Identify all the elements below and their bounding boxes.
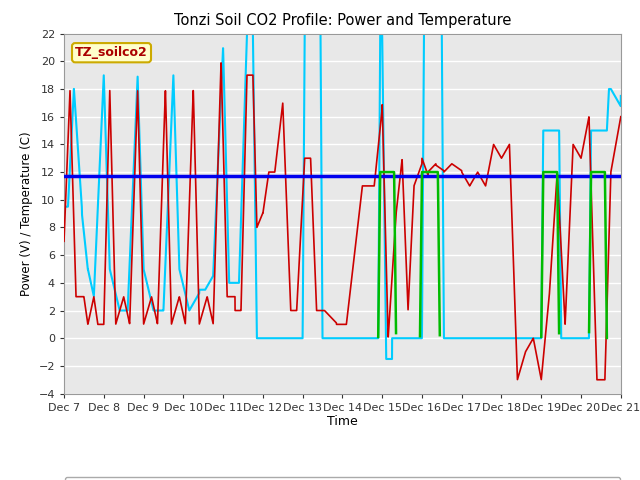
Text: TZ_soilco2: TZ_soilco2 [75,46,148,59]
Title: Tonzi Soil CO2 Profile: Power and Temperature: Tonzi Soil CO2 Profile: Power and Temper… [173,13,511,28]
Legend: CR23X Temperature, CR23X Voltage, CR10X Voltage, CR10X Temperature: CR23X Temperature, CR23X Voltage, CR10X … [65,477,620,480]
X-axis label: Time: Time [327,415,358,429]
Y-axis label: Power (V) / Temperature (C): Power (V) / Temperature (C) [20,132,33,296]
